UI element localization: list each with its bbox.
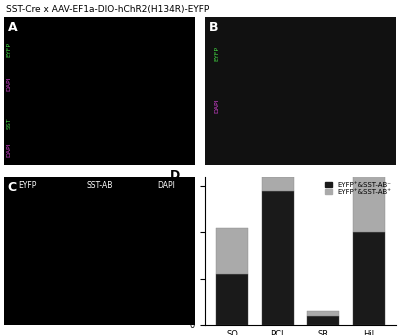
Text: EYFP: EYFP [18, 181, 36, 190]
Bar [307, 311, 339, 316]
Bar [353, 140, 385, 232]
Text: SST-AB: SST-AB [86, 181, 113, 190]
Text: SST: SST [7, 118, 12, 129]
Bar [216, 228, 248, 274]
Bar [262, 177, 294, 191]
Text: SST-Cre x AAV-EF1a-DIO-hChR2(H134R)-EYFP: SST-Cre x AAV-EF1a-DIO-hChR2(H134R)-EYFP [6, 5, 210, 14]
Bar [307, 316, 339, 325]
Text: DAPI: DAPI [158, 181, 176, 190]
Text: B: B [209, 21, 218, 34]
Text: EYFP: EYFP [214, 46, 219, 61]
Y-axis label: # Cells: # Cells [165, 236, 174, 266]
Text: DAPI: DAPI [7, 76, 12, 91]
Bar [216, 274, 248, 325]
Legend: EYFP⁺&SST-AB⁻, EYFP⁺&SST-AB⁺: EYFP⁺&SST-AB⁻, EYFP⁺&SST-AB⁺ [323, 180, 392, 197]
Text: A: A [8, 21, 18, 34]
Text: DAPI: DAPI [7, 143, 12, 157]
Text: D: D [170, 170, 181, 182]
Text: DAPI: DAPI [214, 98, 219, 113]
Text: C: C [8, 181, 17, 194]
Bar [353, 232, 385, 325]
Bar [262, 191, 294, 325]
Text: EYFP: EYFP [7, 42, 12, 57]
